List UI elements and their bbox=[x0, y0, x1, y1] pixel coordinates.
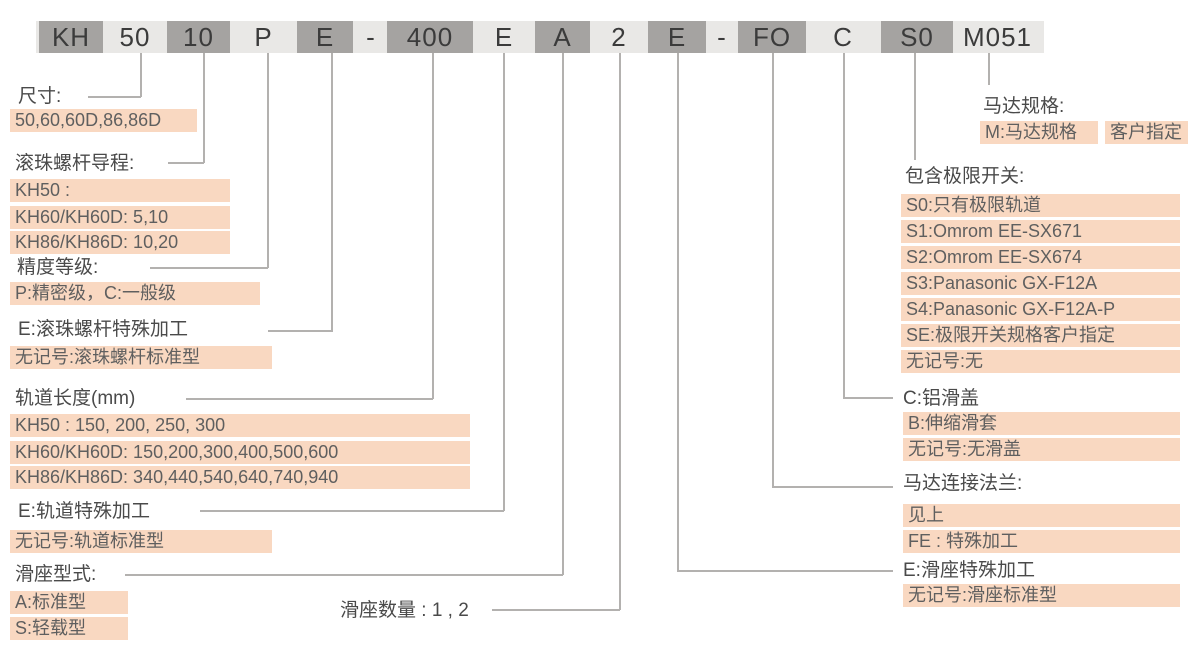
model-segment-lead: 10 bbox=[167, 21, 230, 53]
model-segment-motor: M051 bbox=[962, 22, 1033, 52]
motor-spec-option: M:马达规格 bbox=[980, 121, 1098, 144]
limit-switch-option: S1:Omrom EE-SX671 bbox=[901, 220, 1180, 243]
size-label: 尺寸: bbox=[18, 86, 62, 107]
model-segment-accuracy: P bbox=[254, 22, 273, 52]
callout-line bbox=[331, 53, 333, 332]
slider-special-label: E:滑座特殊加工 bbox=[903, 560, 1035, 581]
callout-line bbox=[619, 53, 621, 610]
callout-line bbox=[267, 53, 269, 268]
flange-option: 见上 bbox=[903, 504, 1180, 527]
slider-type-option: S:轻载型 bbox=[10, 617, 128, 640]
limit-switch-option: S4:Panasonic GX-F12A-P bbox=[901, 298, 1180, 321]
screw-special-option: 无记号:滚珠螺杆标准型 bbox=[10, 346, 272, 369]
rail-length-option: KH86/KH86D: 340,440,540,640,740,940 bbox=[10, 466, 470, 489]
model-segment-rail-length: 400 bbox=[387, 21, 473, 53]
callout-line bbox=[268, 330, 332, 332]
callout-line bbox=[140, 53, 142, 97]
slider-type-label: 滑座型式: bbox=[15, 564, 97, 585]
model-segment-slider-qty: 2 bbox=[611, 22, 627, 52]
limit-switch-label: 包含极限开关: bbox=[905, 166, 1025, 187]
callout-line bbox=[432, 53, 434, 399]
model-segment-dash-2: - bbox=[717, 22, 727, 52]
callout-line bbox=[562, 53, 564, 575]
model-segment-screw-special: E bbox=[297, 21, 353, 53]
callout-line bbox=[677, 53, 679, 571]
callout-line bbox=[677, 570, 893, 572]
callout-line bbox=[492, 609, 620, 611]
accuracy-option: P:精密级，C:一般级 bbox=[10, 282, 260, 305]
lead-option: KH50 : bbox=[10, 179, 230, 202]
limit-switch-option: S3:Panasonic GX-F12A bbox=[901, 272, 1180, 295]
lead-option: KH60/KH60D: 5,10 bbox=[10, 206, 230, 229]
rail-special-option: 无记号:轨道标准型 bbox=[10, 530, 272, 553]
rail-length-option: KH50 : 150, 200, 250, 300 bbox=[10, 414, 470, 437]
model-segment-rail-special: E bbox=[494, 22, 514, 52]
limit-switch-option: S0:只有极限轨道 bbox=[901, 194, 1180, 217]
limit-switch-option: SE:极限开关规格客户指定 bbox=[901, 324, 1180, 347]
callout-line bbox=[843, 397, 893, 399]
model-segment-series: KH bbox=[39, 21, 103, 53]
lead-label: 滚珠螺杆导程: bbox=[15, 153, 135, 174]
rail-special-label: E:轨道特殊加工 bbox=[18, 501, 150, 522]
limit-switch-option: S2:Omrom EE-SX674 bbox=[901, 246, 1180, 269]
callout-line bbox=[843, 53, 845, 398]
cover-option: 无记号:无滑盖 bbox=[903, 438, 1180, 461]
rail-length-option: KH60/KH60D: 150,200,300,400,500,600 bbox=[10, 441, 470, 464]
flange-option: FE : 特殊加工 bbox=[903, 530, 1180, 553]
callout-line bbox=[168, 162, 204, 164]
slider-qty-label: 滑座数量 : 1 , 2 bbox=[340, 600, 469, 621]
accuracy-label: 精度等级: bbox=[17, 257, 99, 278]
callout-line bbox=[914, 53, 916, 160]
model-segment-cover: C bbox=[833, 22, 853, 52]
model-segment-limit-switch: S0 bbox=[881, 21, 953, 53]
callout-line bbox=[88, 96, 141, 98]
rail-length-label: 轨道长度(mm) bbox=[15, 388, 136, 409]
callout-line bbox=[772, 486, 893, 488]
size-option: 50,60,60D,86,86D bbox=[10, 109, 197, 132]
slider-type-option: A:标准型 bbox=[10, 591, 128, 614]
motor-spec-label: 马达规格: bbox=[983, 96, 1065, 117]
callout-line bbox=[200, 510, 504, 512]
slider-special-option: 无记号:滑座标准型 bbox=[903, 584, 1180, 607]
motor-spec-option: 客户指定 bbox=[1105, 121, 1188, 144]
callout-line bbox=[772, 53, 774, 487]
model-segment-size: 50 bbox=[119, 22, 151, 52]
lead-option: KH86/KH86D: 10,20 bbox=[10, 231, 230, 254]
cover-label: C:铝滑盖 bbox=[903, 388, 980, 409]
model-segment-slider-type: A bbox=[535, 21, 590, 53]
model-segment-dash-1: - bbox=[366, 22, 376, 52]
callout-line bbox=[125, 574, 563, 576]
callout-line bbox=[186, 398, 433, 400]
callout-line bbox=[150, 267, 268, 269]
callout-line bbox=[988, 53, 990, 85]
flange-label: 马达连接法兰: bbox=[903, 473, 1023, 494]
limit-switch-option: 无记号:无 bbox=[901, 350, 1180, 373]
screw-special-label: E:滚珠螺杆特殊加工 bbox=[18, 319, 188, 340]
model-segment-flange: FO bbox=[738, 21, 806, 53]
callout-line bbox=[503, 53, 505, 511]
callout-line bbox=[203, 53, 205, 163]
cover-option: B:伸缩滑套 bbox=[903, 412, 1180, 435]
model-segment-slider-special: E bbox=[648, 21, 706, 53]
